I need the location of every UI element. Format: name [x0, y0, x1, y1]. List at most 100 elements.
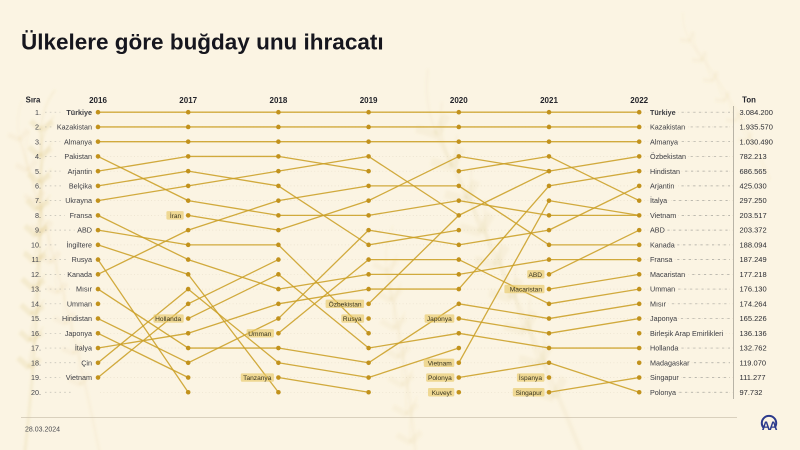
svg-text:14.: 14.: [31, 299, 41, 308]
svg-text:Mısır: Mısır: [650, 299, 667, 308]
svg-text:1.935.570: 1.935.570: [740, 123, 773, 132]
svg-text:ABD: ABD: [650, 226, 665, 235]
svg-text:9.: 9.: [35, 226, 41, 235]
svg-text:2020: 2020: [450, 96, 468, 105]
svg-text:Singapur: Singapur: [650, 373, 679, 382]
svg-text:203.517: 203.517: [740, 211, 767, 220]
svg-text:ABD: ABD: [77, 226, 92, 235]
svg-text:Ülkelere göre buğday unu ihrac: Ülkelere göre buğday unu ihracatı: [21, 30, 384, 55]
svg-text:Rusya: Rusya: [72, 255, 92, 264]
svg-text:3.: 3.: [35, 137, 41, 146]
svg-text:4.: 4.: [35, 152, 41, 161]
svg-text:Çin: Çin: [81, 358, 92, 367]
svg-text:Özbekistan: Özbekistan: [329, 300, 362, 308]
svg-text:176.130: 176.130: [740, 285, 767, 294]
svg-text:Hindistan: Hindistan: [62, 314, 92, 323]
svg-text:3.084.200: 3.084.200: [740, 108, 773, 117]
svg-text:12.: 12.: [31, 270, 41, 279]
svg-text:Kazakistan: Kazakistan: [57, 123, 92, 132]
svg-text:6.: 6.: [35, 182, 41, 191]
svg-text:13.: 13.: [31, 285, 41, 294]
svg-text:11.: 11.: [32, 255, 41, 264]
svg-text:Sıra: Sıra: [26, 96, 41, 105]
svg-text:15.: 15.: [31, 314, 41, 323]
svg-text:Özbekistan: Özbekistan: [650, 152, 686, 161]
svg-text:782.213: 782.213: [740, 152, 767, 161]
svg-text:Mısır: Mısır: [76, 285, 93, 294]
svg-text:Türkiye: Türkiye: [650, 108, 676, 117]
svg-text:ABD: ABD: [528, 272, 542, 279]
svg-text:1.: 1.: [35, 108, 41, 117]
svg-text:İspanya: İspanya: [519, 373, 542, 382]
svg-text:2021: 2021: [540, 96, 558, 105]
svg-text:177.218: 177.218: [740, 270, 767, 279]
svg-text:2022: 2022: [630, 96, 648, 105]
svg-text:Umman: Umman: [248, 331, 271, 338]
svg-text:16.: 16.: [31, 329, 41, 338]
svg-text:Hindistan: Hindistan: [650, 167, 680, 176]
svg-text:Polonya: Polonya: [650, 388, 676, 397]
svg-text:İngiltere: İngiltere: [66, 240, 92, 249]
svg-text:20.: 20.: [31, 388, 41, 397]
svg-text:165.226: 165.226: [740, 314, 767, 323]
svg-text:Rusya: Rusya: [343, 316, 362, 323]
svg-text:Arjantin: Arjantin: [68, 167, 92, 176]
svg-text:136.136: 136.136: [740, 329, 767, 338]
svg-text:132.762: 132.762: [740, 344, 767, 353]
svg-text:174.264: 174.264: [740, 299, 767, 308]
svg-text:187.249: 187.249: [740, 255, 767, 264]
svg-text:Vietnam: Vietnam: [66, 373, 92, 382]
svg-text:Belçika: Belçika: [69, 182, 92, 191]
svg-text:Umman: Umman: [67, 299, 92, 308]
svg-text:2018: 2018: [270, 96, 288, 105]
svg-text:Hollanda: Hollanda: [650, 344, 678, 353]
svg-text:Ukrayna: Ukrayna: [65, 196, 92, 205]
svg-text:Umman: Umman: [650, 285, 675, 294]
svg-text:İtalya: İtalya: [75, 344, 92, 353]
svg-text:Kanada: Kanada: [650, 240, 675, 249]
svg-text:Birleşik Arap Emirlikleri: Birleşik Arap Emirlikleri: [650, 329, 723, 338]
svg-text:Pakistan: Pakistan: [64, 152, 92, 161]
svg-text:Hollanda: Hollanda: [155, 316, 181, 323]
svg-text:28.03.2024: 28.03.2024: [25, 427, 60, 434]
svg-text:Fransa: Fransa: [650, 255, 672, 264]
svg-text:19.: 19.: [31, 373, 41, 382]
svg-text:Vietnam: Vietnam: [428, 360, 453, 367]
svg-text:8.: 8.: [35, 211, 41, 220]
svg-text:AA: AA: [762, 419, 778, 433]
svg-text:Japonya: Japonya: [65, 329, 92, 338]
svg-text:1.030.490: 1.030.490: [740, 137, 773, 146]
svg-text:Singapur: Singapur: [516, 390, 543, 397]
svg-text:Almanya: Almanya: [650, 137, 678, 146]
svg-text:Kanada: Kanada: [67, 270, 92, 279]
svg-text:425.030: 425.030: [740, 182, 767, 191]
svg-text:686.565: 686.565: [740, 167, 767, 176]
svg-text:İtalya: İtalya: [650, 196, 667, 205]
svg-text:Japonya: Japonya: [650, 314, 677, 323]
svg-text:Kazakistan: Kazakistan: [650, 123, 685, 132]
svg-text:Kuveyt: Kuveyt: [432, 390, 452, 397]
svg-text:Polonya: Polonya: [428, 375, 452, 382]
svg-text:Macaristan: Macaristan: [510, 287, 543, 294]
svg-text:188.094: 188.094: [740, 240, 767, 249]
svg-text:111.277: 111.277: [740, 373, 766, 382]
svg-text:2.: 2.: [35, 123, 41, 132]
svg-text:10.: 10.: [31, 240, 41, 249]
svg-text:Tanzanya: Tanzanya: [243, 375, 272, 382]
svg-text:Türkiye: Türkiye: [66, 108, 92, 117]
svg-text:Vietnam: Vietnam: [650, 211, 676, 220]
svg-text:2017: 2017: [179, 96, 197, 105]
svg-text:Fransa: Fransa: [70, 211, 92, 220]
svg-text:Macaristan: Macaristan: [650, 270, 685, 279]
svg-text:Arjantin: Arjantin: [650, 182, 674, 191]
svg-text:119.070: 119.070: [740, 358, 767, 367]
svg-text:İran: İran: [170, 211, 182, 220]
svg-text:Almanya: Almanya: [64, 137, 92, 146]
svg-text:Japonya: Japonya: [427, 316, 452, 323]
svg-text:5.: 5.: [35, 167, 41, 176]
svg-text:17.: 17.: [31, 344, 41, 353]
svg-text:Madagaskar: Madagaskar: [650, 358, 690, 367]
svg-text:2016: 2016: [89, 96, 107, 105]
svg-text:Ton: Ton: [742, 96, 756, 105]
svg-text:7.: 7.: [35, 196, 41, 205]
